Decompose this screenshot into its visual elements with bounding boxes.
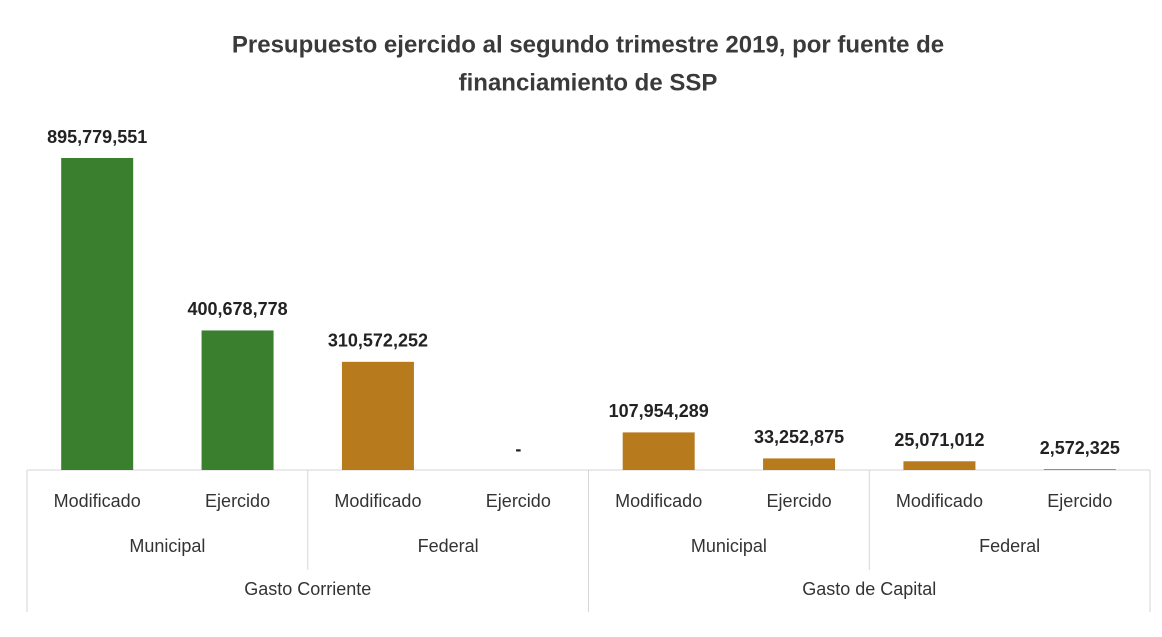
- chart-title: financiamiento de SSP: [459, 69, 718, 96]
- x-tick-label: Ejercido: [1047, 491, 1112, 511]
- value-label: 33,252,875: [754, 427, 844, 447]
- value-label: 25,071,012: [894, 430, 984, 450]
- bar: [903, 461, 976, 470]
- x-tick-label: Modificado: [54, 491, 141, 511]
- x-tick-label: Modificado: [334, 491, 421, 511]
- bar: [763, 458, 836, 470]
- value-label: 895,779,551: [47, 127, 147, 147]
- value-label: 107,954,289: [609, 401, 709, 421]
- supergroup-label: Gasto Corriente: [244, 579, 371, 599]
- group-label: Municipal: [691, 536, 767, 556]
- chart-title: Presupuesto ejercido al segundo trimestr…: [232, 31, 944, 58]
- x-tick-label: Ejercido: [486, 491, 551, 511]
- x-tick-label: Ejercido: [767, 491, 832, 511]
- group-label: Federal: [418, 536, 479, 556]
- x-tick-label: Modificado: [896, 491, 983, 511]
- value-label: -: [515, 439, 521, 459]
- bar: [622, 432, 695, 470]
- x-tick-label: Ejercido: [205, 491, 270, 511]
- value-label: 400,678,778: [188, 299, 288, 319]
- value-label: 2,572,325: [1040, 438, 1120, 458]
- x-tick-label: Modificado: [615, 491, 702, 511]
- bar: [201, 330, 274, 470]
- bar: [341, 361, 414, 470]
- value-label: 310,572,252: [328, 331, 428, 351]
- supergroup-label: Gasto de Capital: [802, 579, 936, 599]
- bar: [1043, 469, 1116, 470]
- group-label: Federal: [979, 536, 1040, 556]
- bar: [61, 158, 134, 470]
- group-label: Municipal: [129, 536, 205, 556]
